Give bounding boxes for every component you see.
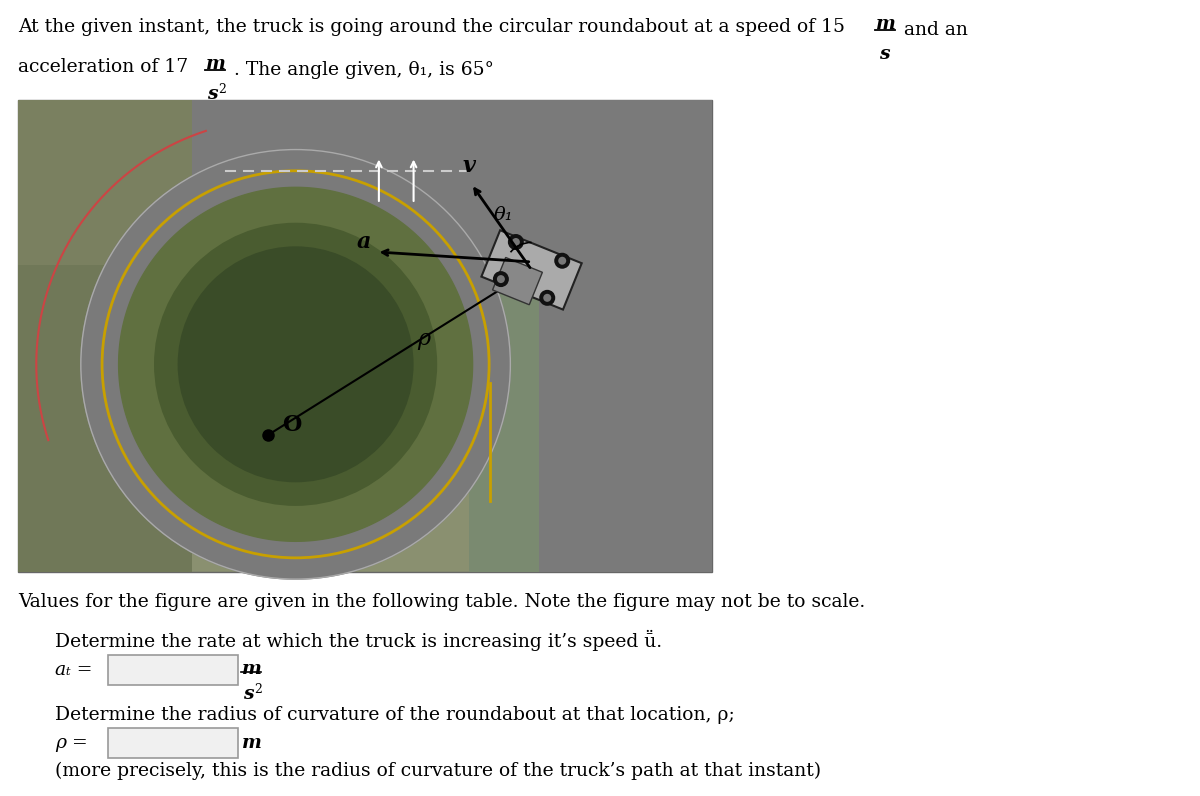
- Bar: [108, 728, 238, 758]
- Text: and an: and an: [904, 21, 968, 39]
- Text: s: s: [208, 85, 217, 103]
- Bar: [492, 257, 542, 305]
- Bar: [481, 230, 582, 310]
- Text: (more precisely, this is the radius of curvature of the truck’s path at that ins: (more precisely, this is the radius of c…: [55, 762, 821, 780]
- Circle shape: [493, 271, 509, 287]
- Polygon shape: [119, 187, 473, 541]
- Text: Values for the figure are given in the following table. Note the figure may not : Values for the figure are given in the f…: [18, 593, 865, 611]
- Text: ρ: ρ: [418, 327, 431, 349]
- Bar: [469, 100, 712, 572]
- Circle shape: [508, 234, 524, 250]
- Text: Determine the radius of curvature of the roundabout at that location, ρ;: Determine the radius of curvature of the…: [55, 706, 734, 724]
- Circle shape: [512, 238, 520, 246]
- Text: m: m: [876, 15, 896, 33]
- Bar: [18, 100, 192, 572]
- Text: aₜ =: aₜ =: [55, 661, 92, 679]
- Text: ρ =: ρ =: [55, 734, 88, 752]
- Text: acceleration of 17: acceleration of 17: [18, 58, 188, 76]
- Circle shape: [154, 223, 437, 506]
- Bar: [18, 100, 712, 572]
- Circle shape: [178, 246, 414, 482]
- Bar: [108, 655, 238, 685]
- Text: At the given instant, the truck is going around the circular roundabout at a spe: At the given instant, the truck is going…: [18, 18, 845, 36]
- Circle shape: [121, 189, 470, 539]
- Text: O: O: [282, 414, 301, 436]
- Text: s: s: [242, 685, 253, 703]
- Bar: [539, 100, 712, 572]
- Text: m: m: [242, 660, 262, 678]
- Text: 2: 2: [218, 83, 226, 96]
- Text: θ₁: θ₁: [493, 206, 514, 224]
- Circle shape: [558, 257, 566, 265]
- Circle shape: [544, 294, 551, 302]
- Text: m: m: [242, 734, 262, 752]
- Bar: [192, 100, 712, 279]
- Circle shape: [539, 290, 556, 306]
- Text: Determine the rate at which the truck is increasing it’s speed ṻ.: Determine the rate at which the truck is…: [55, 630, 662, 651]
- Text: m: m: [206, 55, 226, 73]
- Text: . The angle given, θ₁, is 65°: . The angle given, θ₁, is 65°: [234, 61, 494, 79]
- Bar: [18, 100, 712, 265]
- Text: a: a: [356, 231, 371, 253]
- Text: v: v: [463, 155, 475, 177]
- Circle shape: [497, 275, 505, 283]
- Text: s: s: [878, 45, 889, 63]
- Polygon shape: [80, 150, 510, 579]
- Circle shape: [554, 253, 570, 269]
- Text: 2: 2: [254, 683, 262, 696]
